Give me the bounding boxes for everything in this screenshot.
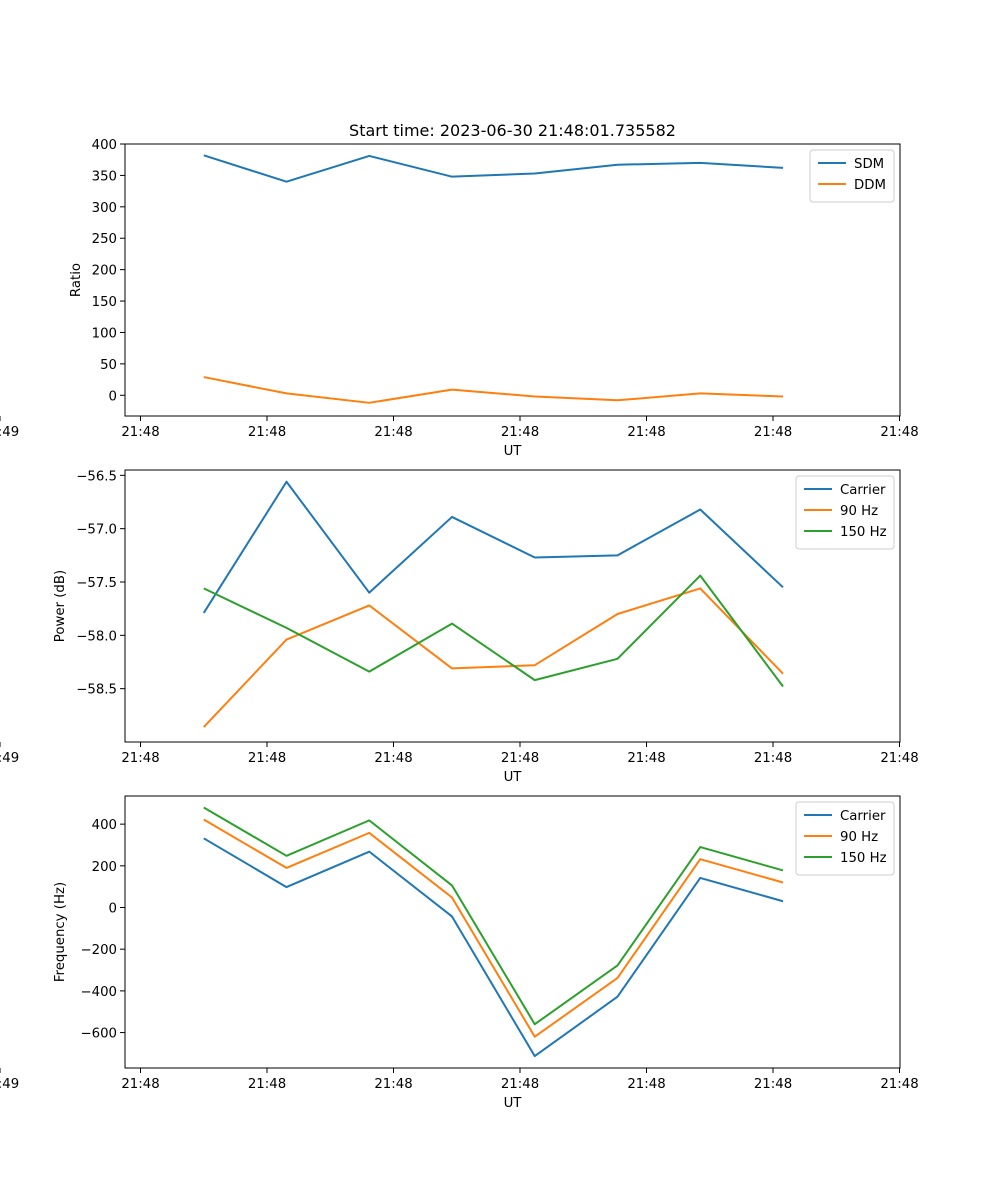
y-tick-label: −400 [80, 985, 117, 1000]
chart-panel-2: 21:48 21:48 21:48 21:48 21:48 21:48 21:48 21:49… [0, 469, 919, 785]
x-tick-label: 21:48 [627, 1077, 665, 1092]
chart-title: Start time: 2023-06-30 21:48:01.735582 [349, 121, 676, 140]
y-tick-label: 400 [92, 138, 117, 153]
legend-label: DDM [854, 178, 886, 193]
y-tick-label: −57.0 [76, 523, 117, 538]
y-tick-label: 400 [92, 818, 117, 833]
axes-frame [124, 469, 901, 743]
y-tick-label: 250 [92, 232, 117, 247]
x-tick-label: 21:48 [501, 751, 539, 766]
x-tick-label: 21:48 [248, 425, 286, 440]
series-line-sdm [203, 154, 784, 183]
series-line-ddm [203, 376, 784, 404]
x-tick-label: 21:48 [880, 751, 918, 766]
x-tick-label: 21:48 [374, 751, 412, 766]
y-axis-label: Power (dB) [53, 570, 68, 642]
legend-label: 150 Hz [840, 525, 887, 540]
legend-label: SDM [854, 157, 884, 172]
series-line-carrier [202, 480, 784, 614]
x-axis-label: UT [504, 1096, 523, 1111]
series-line-150-hz [203, 574, 784, 688]
y-tick-label: 200 [92, 860, 117, 875]
y-tick-label: 100 [92, 326, 117, 341]
y-tick-label: 150 [92, 295, 117, 310]
x-axis-label: UT [504, 770, 523, 785]
x-tick-label: 21:48 [121, 1077, 159, 1092]
y-tick-label: 0 [109, 389, 117, 404]
axes-frame [124, 143, 901, 417]
series-line-150-hz [203, 806, 784, 1026]
series-line-90-hz [203, 587, 784, 728]
x-tick-label: 21:48 [121, 425, 159, 440]
x-tick-label: 21:48 [248, 1077, 286, 1092]
x-tick-label: 21:48 [627, 751, 665, 766]
y-tick-label: −600 [80, 1027, 117, 1042]
x-tick-label: 21:48 [501, 1077, 539, 1092]
x-tick-label: 21:49 [0, 751, 19, 766]
x-axis-label: UT [504, 444, 523, 459]
y-tick-label: 50 [100, 358, 117, 373]
y-axis-label: Ratio [69, 263, 84, 297]
legend-label: 150 Hz [840, 851, 887, 866]
chart-panel-1: 21:48 21:48 21:48 21:48 21:48 21:48 21:48 21:49… [0, 138, 919, 459]
chart-panel-3: 21:48 21:48 21:48 21:48 21:48 21:48 21:48 21:49… [0, 795, 919, 1111]
y-tick-label: 0 [109, 902, 117, 917]
x-tick-label: 21:48 [627, 425, 665, 440]
x-tick-label: 21:48 [754, 751, 792, 766]
x-tick-label: 21:48 [374, 425, 412, 440]
y-tick-label: −58.5 [76, 683, 117, 698]
y-axis-label: Frequency (Hz) [53, 882, 68, 982]
charts-container: 21:48 21:48 21:48 21:48 21:48 21:48 21:48 21:49… [0, 138, 919, 1111]
x-tick-label: 21:48 [754, 1077, 792, 1092]
axes-frame [124, 795, 901, 1069]
y-tick-label: −58.0 [76, 629, 117, 644]
legend-label: 90 Hz [840, 504, 878, 519]
y-tick-label: −200 [80, 943, 117, 958]
x-tick-label: 21:49 [0, 1077, 19, 1092]
series-line-carrier [203, 837, 784, 1058]
y-tick-label: 350 [92, 169, 117, 184]
legend-label: 90 Hz [840, 830, 878, 845]
legend-label: Carrier [840, 483, 886, 498]
legend-label: Carrier [840, 809, 886, 824]
x-tick-label: 21:48 [880, 1077, 918, 1092]
y-tick-label: 300 [92, 201, 117, 216]
y-tick-label: −57.5 [76, 576, 117, 591]
x-tick-label: 21:49 [0, 425, 19, 440]
x-tick-label: 21:48 [121, 751, 159, 766]
x-tick-label: 21:48 [374, 1077, 412, 1092]
x-tick-label: 21:48 [754, 425, 792, 440]
x-tick-label: 21:48 [248, 751, 286, 766]
y-tick-label: 200 [92, 264, 117, 279]
y-tick-label: −56.5 [76, 469, 117, 484]
x-tick-label: 21:48 [880, 425, 918, 440]
series-line-90-hz [203, 818, 784, 1038]
x-tick-label: 21:48 [501, 425, 539, 440]
